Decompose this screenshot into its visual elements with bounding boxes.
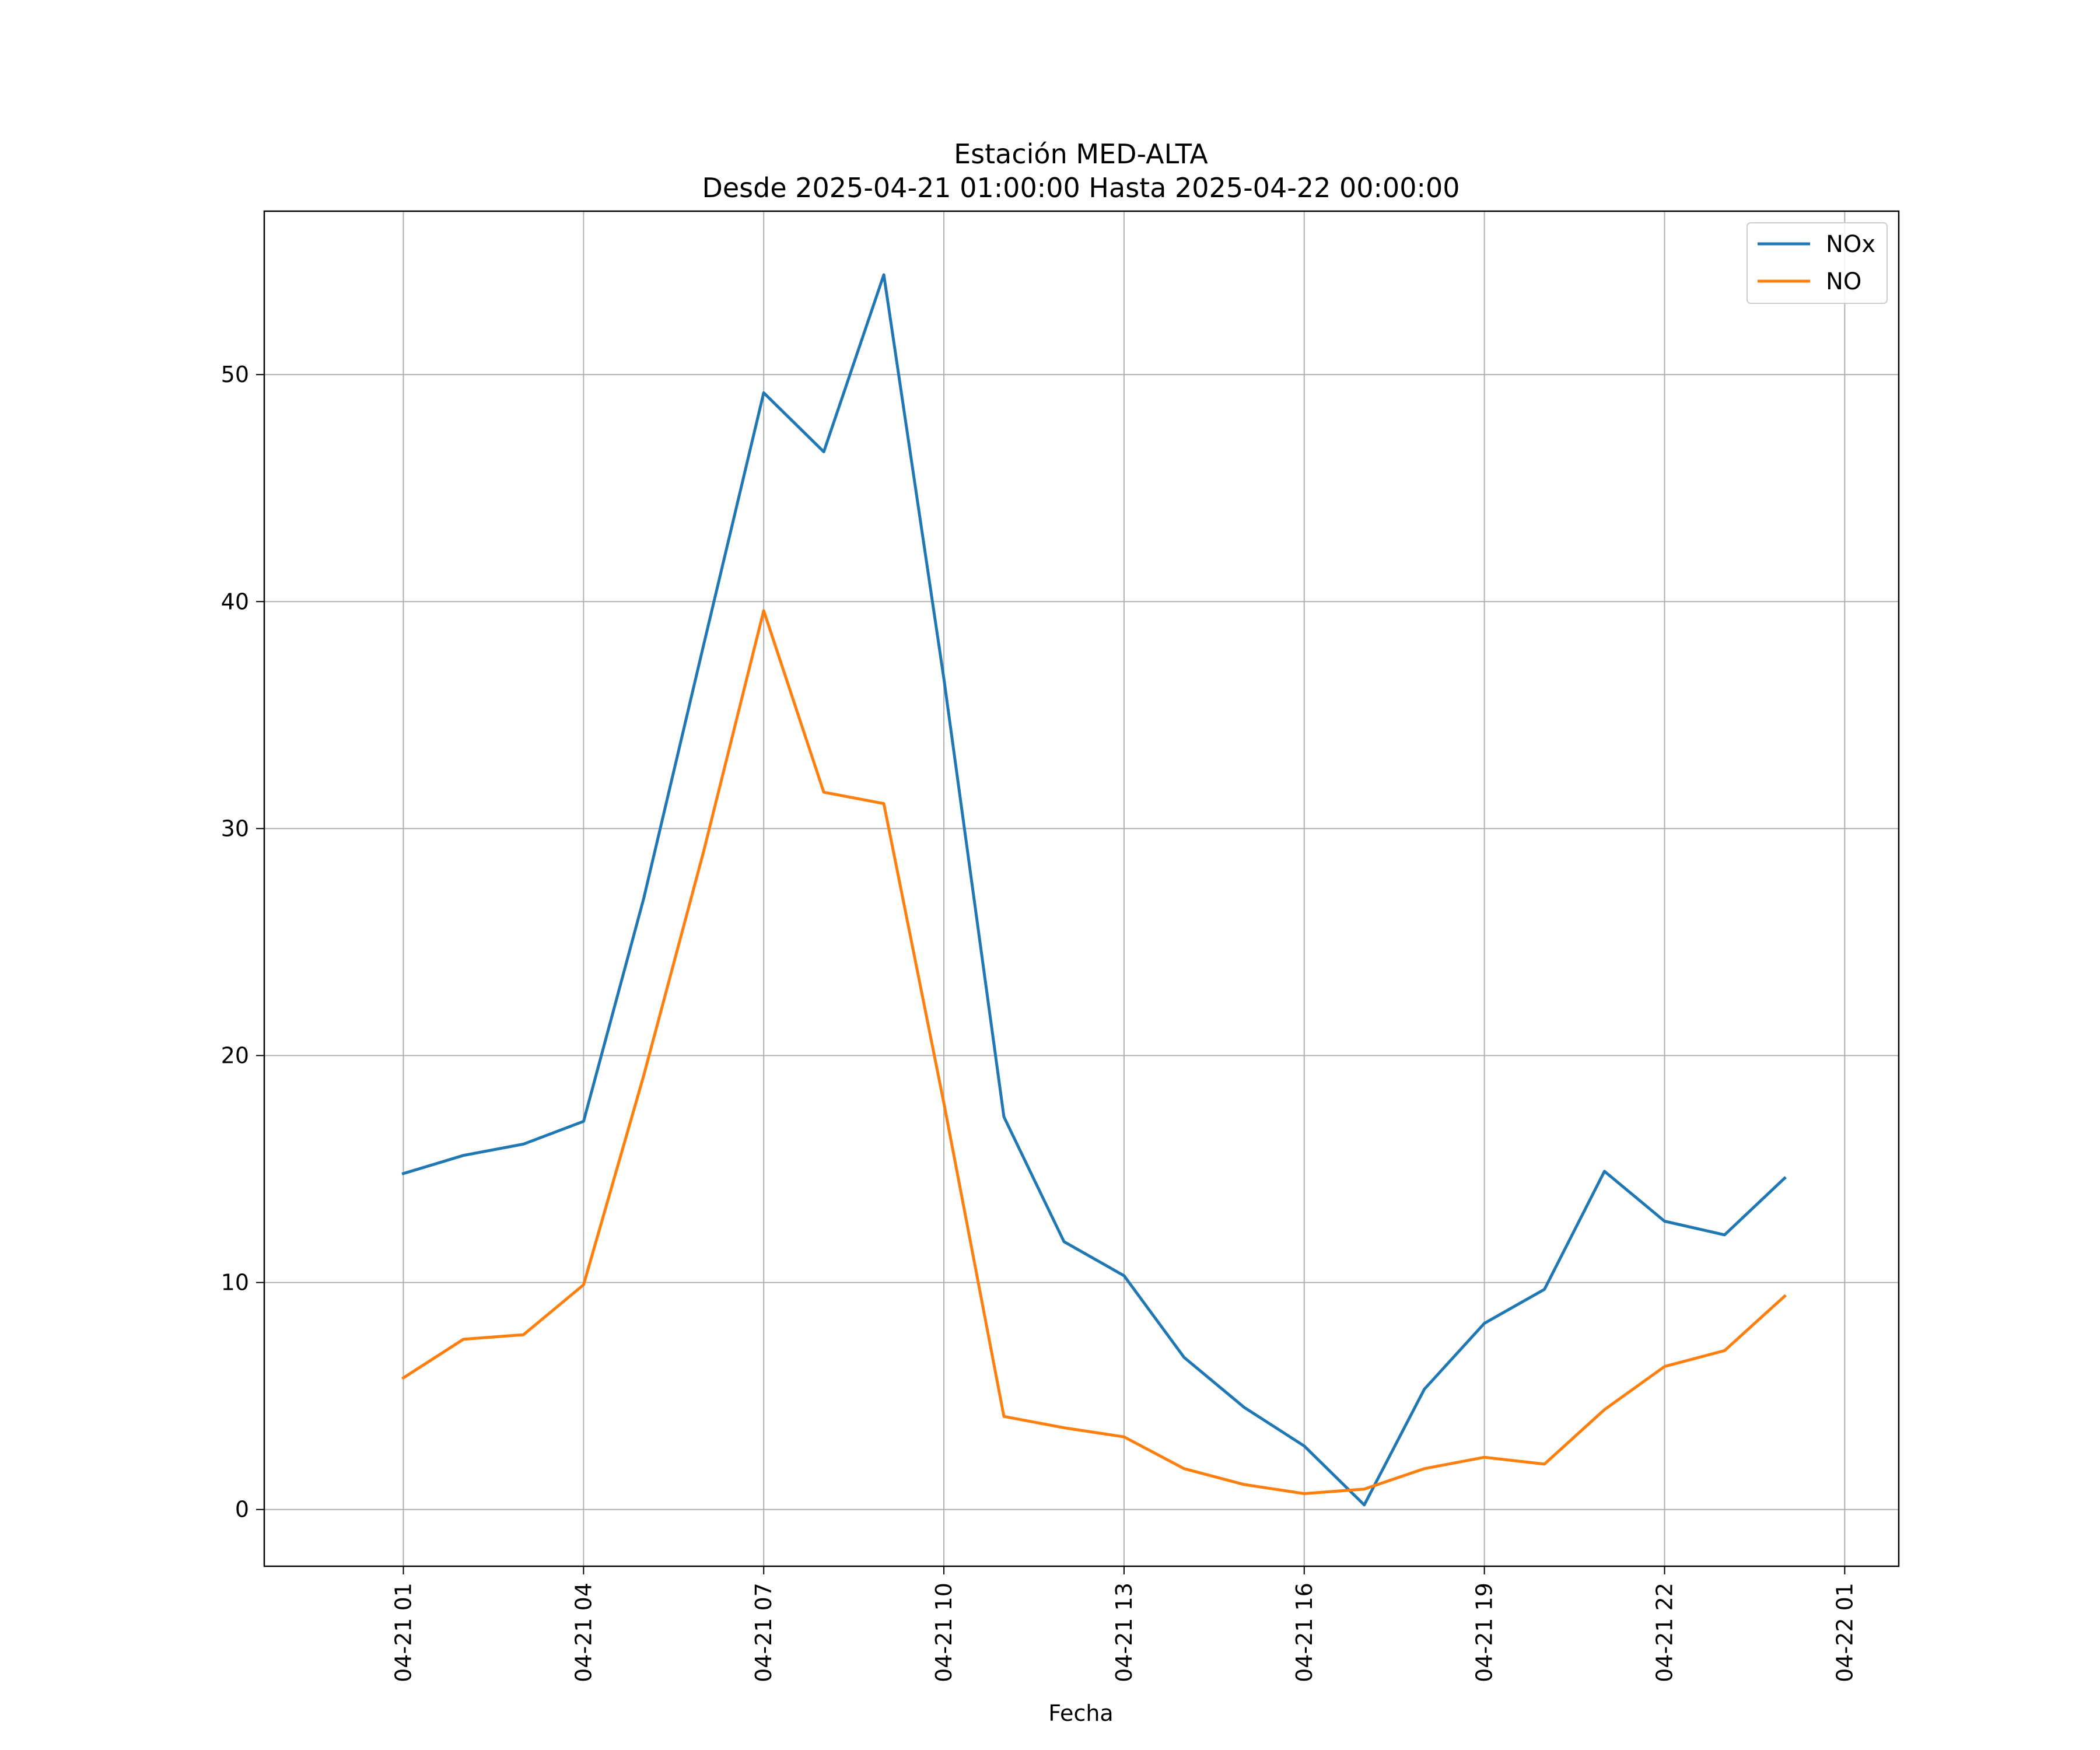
chart-subtitle: Desde 2025-04-21 01:00:00 Hasta 2025-04-… bbox=[702, 172, 1460, 204]
data-point-no bbox=[1784, 1296, 1785, 1297]
grid bbox=[264, 211, 1899, 1566]
data-point-nox bbox=[643, 899, 644, 900]
data-point-nox bbox=[403, 1173, 404, 1174]
y-tick-label: 40 bbox=[221, 589, 249, 614]
legend: NOx NO bbox=[1746, 222, 1888, 304]
series-lines bbox=[401, 273, 1787, 1507]
data-point-no bbox=[1604, 1409, 1605, 1410]
x-tick-label: 04-21 07 bbox=[751, 1583, 776, 1682]
x-axis-label: Fecha bbox=[1048, 1700, 1113, 1726]
data-point-no bbox=[1004, 1416, 1005, 1417]
x-tick-label: 04-21 04 bbox=[570, 1583, 596, 1682]
data-point-no bbox=[1064, 1427, 1065, 1428]
data-point-no bbox=[1484, 1457, 1485, 1458]
data-point-nox bbox=[1004, 1116, 1005, 1117]
series-line-no bbox=[401, 609, 1787, 1495]
x-tick-label: 04-21 13 bbox=[1111, 1583, 1137, 1682]
data-point-nox bbox=[1664, 1221, 1665, 1222]
data-point-no bbox=[1664, 1366, 1665, 1367]
x-tick-label: 04-21 01 bbox=[391, 1583, 416, 1682]
legend-label-no: NO bbox=[1826, 268, 1861, 295]
ticks: 04-21 01 04-21 04 04-21 07 04-21 10 04-21 13… bbox=[221, 362, 1858, 1682]
x-tick-label: 04-21 16 bbox=[1292, 1583, 1317, 1682]
y-tick-label: 0 bbox=[235, 1497, 249, 1522]
data-point-nox bbox=[1724, 1234, 1725, 1235]
x-tick-label: 04-21 19 bbox=[1472, 1583, 1497, 1682]
x-tick-label: 04-21 10 bbox=[931, 1583, 957, 1682]
data-point-no bbox=[583, 1284, 584, 1285]
legend-label-nox: NOx bbox=[1826, 231, 1875, 258]
data-point-no bbox=[1724, 1350, 1725, 1351]
data-point-nox bbox=[1484, 1323, 1485, 1324]
data-point-nox bbox=[583, 1121, 584, 1122]
x-tick-label: 04-21 22 bbox=[1651, 1583, 1677, 1682]
x-tick-label: 04-22 01 bbox=[1832, 1583, 1857, 1682]
y-tick-label: 10 bbox=[221, 1270, 249, 1296]
y-tick-label: 50 bbox=[221, 362, 249, 387]
data-point-nox bbox=[1544, 1289, 1545, 1290]
data-point-nox bbox=[1064, 1241, 1065, 1242]
plot-frame bbox=[263, 210, 1900, 1567]
y-tick-label: 30 bbox=[221, 816, 249, 841]
y-tick-label: 20 bbox=[221, 1042, 249, 1068]
data-point-nox bbox=[463, 1155, 464, 1156]
series-line-nox bbox=[401, 273, 1787, 1507]
chart-title: Estación MED-ALTA bbox=[954, 138, 1208, 170]
